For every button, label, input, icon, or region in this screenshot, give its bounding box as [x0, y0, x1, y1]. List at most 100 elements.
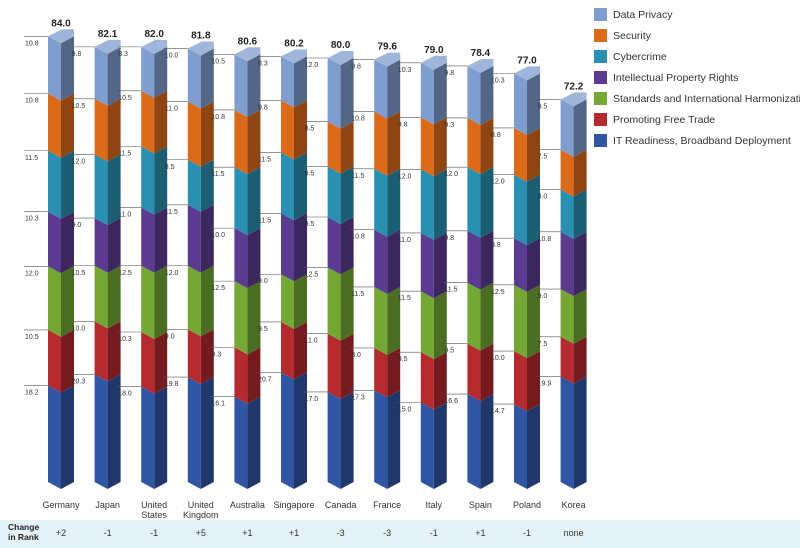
bar-total-label: 81.8 [191, 30, 211, 41]
bar-segment [234, 54, 261, 117]
bar-segment [141, 332, 168, 394]
bar-face-left [234, 228, 248, 289]
bar-value-label: 9.8 [258, 104, 268, 111]
bar-segment [560, 336, 587, 384]
bar-face-left [281, 274, 294, 329]
bar-face-left [187, 329, 201, 385]
bar-face-right [480, 282, 494, 351]
bar-segment [187, 329, 214, 385]
bar-face-right [573, 289, 587, 344]
bar-top-cap [281, 49, 307, 64]
bar-face-left [281, 56, 294, 108]
bar-top-cap [514, 66, 540, 81]
bar-face-left [94, 374, 108, 489]
bar-segment [420, 62, 447, 125]
bar-segment [187, 377, 214, 489]
bar-segment [48, 266, 74, 337]
bar-face-left [327, 166, 341, 224]
bar-face-left [514, 73, 527, 135]
bar-face-right [61, 93, 74, 158]
bar-total-label: 79.0 [424, 45, 444, 56]
rank-change-value: -1 [103, 528, 112, 538]
category-label: Spain [452, 500, 508, 510]
bar-segment [420, 352, 447, 410]
bar-segment [94, 218, 121, 273]
rank-change-value: +1 [475, 528, 486, 538]
bar-segment [514, 73, 540, 135]
bar-value-label: 8.0 [538, 193, 548, 200]
rank-change-value: -1 [429, 528, 438, 538]
rank-band [0, 520, 800, 548]
category-label-line: United [187, 500, 214, 510]
bar-face-left [234, 109, 248, 175]
bar-segment [94, 321, 121, 382]
bar-value-label: 10.0 [211, 232, 225, 239]
bar-face-right [387, 111, 401, 176]
bar-value-label: 9.0 [165, 333, 175, 340]
bar-value-label: 9.0 [258, 278, 268, 285]
bar-face-right [480, 167, 494, 238]
bar-face-right [61, 266, 74, 337]
bar-face-right [107, 218, 121, 273]
bar-face-right [433, 62, 447, 125]
bar-total-label: 82.1 [98, 29, 118, 40]
bar-face-left [327, 267, 341, 341]
category-label: Korea [546, 500, 602, 510]
category-label: United States [126, 500, 182, 520]
rank-change-value: -3 [383, 528, 392, 538]
bar-face-left [94, 98, 108, 162]
legend-item: IT Readiness, Broadband Deployment [594, 130, 800, 151]
bar-value-label: 7.5 [538, 154, 548, 161]
bar-segment [374, 390, 401, 489]
bar-face-left [514, 404, 527, 489]
bar-face-right [154, 146, 168, 215]
bar-segment [281, 213, 307, 282]
bar-face-left [141, 332, 155, 394]
bar-segment [234, 109, 261, 175]
bar-total-label: 84.0 [51, 18, 71, 29]
bar-face-left [514, 174, 527, 246]
bar-segment [281, 274, 307, 329]
bar-segment [234, 281, 261, 355]
bar-value-label: 12.5 [305, 271, 319, 278]
bar-face-right [480, 65, 494, 125]
bar-face-right [340, 267, 354, 341]
bar-face-left [234, 396, 248, 489]
bar-value-label: 10.5 [72, 270, 86, 277]
bar-segment [420, 232, 447, 299]
bar-face-right [527, 73, 540, 135]
legend-swatch [594, 134, 607, 147]
bar-top-cap [234, 47, 261, 62]
bar-face-left [187, 377, 201, 489]
bar-total-label: 80.6 [238, 36, 258, 47]
bar-segment [560, 189, 587, 239]
bar-face-right [527, 127, 540, 182]
bar-face-right [573, 149, 587, 197]
bar-segment [514, 174, 540, 246]
legend-item: Intellectual Property Rights [594, 67, 800, 88]
bar-segment [281, 100, 307, 160]
rank-title-line2: in Rank [8, 532, 39, 542]
legend-label: Cybercrime [613, 50, 667, 63]
bar-value-label: 9.3 [444, 122, 454, 129]
bar-top-cap [374, 52, 401, 67]
bar-face-left [327, 217, 341, 275]
bar-face-right [154, 90, 168, 154]
bar-face-right [200, 48, 214, 109]
bar-face-right [527, 238, 540, 292]
category-label: France [359, 500, 415, 510]
bar-face-left [467, 167, 481, 238]
bar-face-right [154, 207, 168, 273]
bar-face-right [247, 54, 261, 117]
bar-value-label: 14.7 [491, 408, 505, 415]
bar-value-label: 11.0 [305, 338, 318, 345]
legend-item: Standards and International Harmonizatio… [594, 88, 800, 109]
bar-top-cap [141, 39, 168, 54]
bar-face-right [340, 166, 354, 224]
bar-face-left [327, 333, 341, 399]
bar-face-left [374, 111, 388, 176]
bar-face-right [433, 117, 447, 177]
legend-label: IT Readiness, Broadband Deployment [613, 134, 791, 147]
bar-face-left [420, 117, 434, 177]
bar-value-label: 10.0 [165, 52, 179, 59]
